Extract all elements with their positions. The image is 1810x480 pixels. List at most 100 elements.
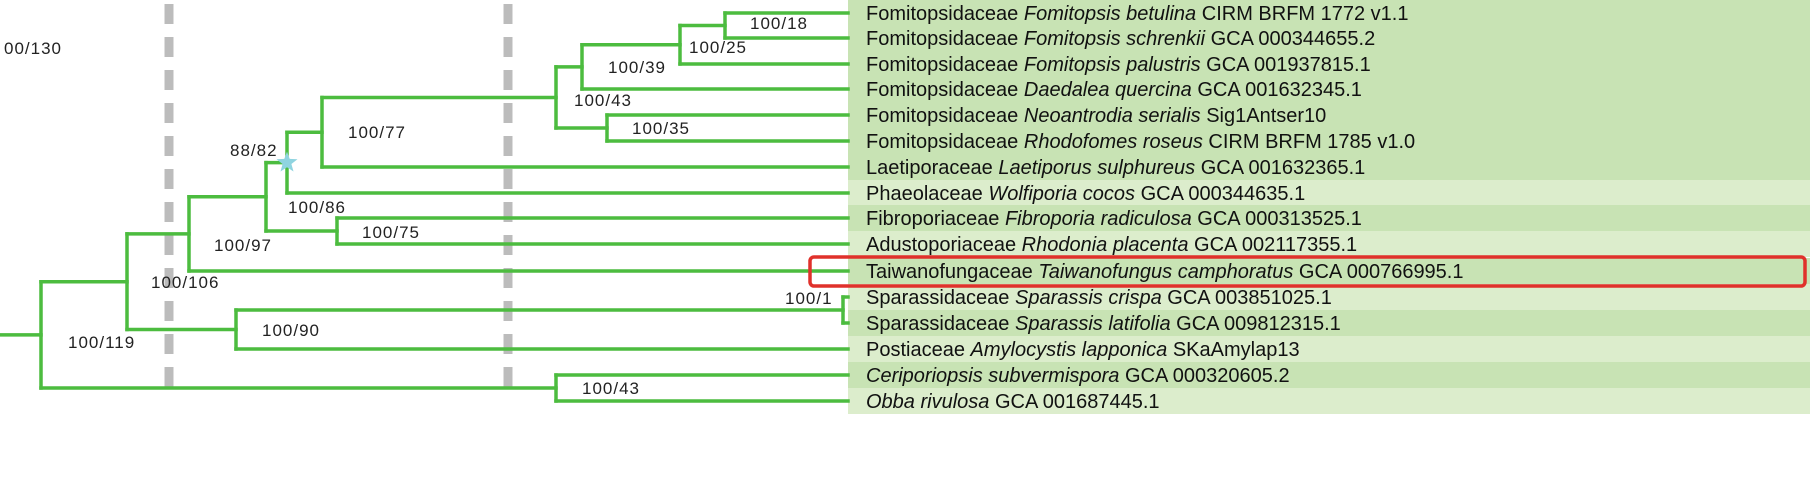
species-name: Ceriporiopsis subvermispora <box>866 365 1119 387</box>
accession-id: GCA 000344655.2 <box>1211 28 1376 50</box>
row-band <box>848 154 1810 180</box>
species-name: Rhodonia placenta <box>1022 234 1189 256</box>
support-value: 88/82 <box>230 141 278 160</box>
support-value: 100/97 <box>214 236 272 255</box>
support-value: 100/75 <box>362 223 420 242</box>
accession-id: GCA 001632365.1 <box>1201 157 1366 179</box>
leaf-label: Fomitopsidaceae Rhodofomes roseus CIRM B… <box>866 131 1415 153</box>
accession-id: GCA 003851025.1 <box>1167 287 1332 309</box>
leaf-label: Fomitopsidaceae Fomitopsis schrenkii GCA… <box>866 28 1375 50</box>
accession-id: CIRM BRFM 1785 v1.0 <box>1208 131 1415 153</box>
leaf-labels: Fomitopsidaceae Fomitopsis betulina CIRM… <box>866 3 1464 413</box>
leaf-label: Fomitopsidaceae Fomitopsis betulina CIRM… <box>866 3 1408 25</box>
family-name: Laetiporaceae <box>866 157 998 179</box>
family-name: Phaeolaceae <box>866 183 988 205</box>
row-band <box>848 231 1810 257</box>
row-band <box>848 102 1810 128</box>
leaf-label: Ceriporiopsis subvermispora GCA 00032060… <box>866 365 1290 387</box>
species-name: Rhodofomes roseus <box>1024 131 1203 153</box>
leaf-label: Taiwanofungaceae Taiwanofungus camphorat… <box>866 261 1464 283</box>
leaf-label: Sparassidaceae Sparassis latifolia GCA 0… <box>866 313 1341 335</box>
species-name: Wolfiporia cocos <box>988 183 1135 205</box>
row-band <box>848 284 1810 310</box>
support-value: 100/18 <box>750 14 808 33</box>
row-band <box>848 362 1810 388</box>
support-value: 100/43 <box>574 91 632 110</box>
species-name: Taiwanofungus camphoratus <box>1038 261 1293 283</box>
species-name: Obba rivulosa <box>866 391 989 413</box>
accession-id: CIRM BRFM 1772 v1.1 <box>1202 3 1409 25</box>
species-name: Sparassis latifolia <box>1015 313 1171 335</box>
support-value: 100/43 <box>582 379 640 398</box>
leaf-label: Phaeolaceae Wolfiporia cocos GCA 0003446… <box>866 183 1305 205</box>
accession-id: GCA 001632345.1 <box>1197 79 1362 101</box>
row-band <box>848 310 1810 336</box>
leaf-label: Sparassidaceae Sparassis crispa GCA 0038… <box>866 287 1332 309</box>
species-name: Fomitopsis palustris <box>1024 54 1201 76</box>
accession-id: GCA 000766995.1 <box>1299 261 1464 283</box>
species-name: Fibroporia radiculosa <box>1005 208 1192 230</box>
row-band <box>848 76 1810 102</box>
guide-lines <box>164 4 513 400</box>
support-value: 100/86 <box>288 198 346 217</box>
support-value: 100/39 <box>608 58 666 77</box>
star-icon <box>276 151 298 172</box>
family-name: Fomitopsidaceae <box>866 3 1024 25</box>
leaf-label: Fomitopsidaceae Daedalea quercina GCA 00… <box>866 79 1362 101</box>
row-band <box>848 180 1810 206</box>
row-band <box>848 388 1810 414</box>
row-band <box>848 25 1810 51</box>
leaf-label: Fibroporiaceae Fibroporia radiculosa GCA… <box>866 208 1362 230</box>
row-band <box>848 258 1810 284</box>
highlight-box <box>808 255 1807 288</box>
support-value: 100/90 <box>262 321 320 340</box>
row-band <box>848 336 1810 362</box>
species-name: Daedalea quercina <box>1024 79 1192 101</box>
species-name: Sparassis crispa <box>1015 287 1162 309</box>
family-name: Adustoporiaceae <box>866 234 1022 256</box>
family-name: Fomitopsidaceae <box>866 28 1024 50</box>
support-value: 100/35 <box>632 119 690 138</box>
support-values: 00/130100/18100/25100/39100/43100/35100/… <box>4 14 833 398</box>
accession-id: GCA 000320605.2 <box>1125 365 1290 387</box>
leaf-label: Postiaceae Amylocystis lapponica SKaAmyl… <box>866 339 1300 361</box>
support-value: 100/1 <box>785 289 833 308</box>
family-name: Sparassidaceae <box>866 287 1015 309</box>
support-value: 100/119 <box>68 333 135 352</box>
species-name: Amylocystis lapponica <box>970 339 1168 361</box>
accession-id: GCA 001937815.1 <box>1206 54 1371 76</box>
family-name: Fibroporiaceae <box>866 208 1005 230</box>
accession-id: GCA 001687445.1 <box>995 391 1160 413</box>
leaf-label: Obba rivulosa GCA 001687445.1 <box>866 391 1160 413</box>
species-name: Fomitopsis schrenkii <box>1024 28 1206 50</box>
support-value: 100/25 <box>689 38 747 57</box>
accession-id: GCA 000344635.1 <box>1141 183 1306 205</box>
accession-id: SKaAmylap13 <box>1173 339 1300 361</box>
support-value: 100/106 <box>151 273 219 292</box>
accession-id: Sig1Antser10 <box>1206 105 1326 127</box>
tree-branches <box>0 11 850 403</box>
family-name: Fomitopsidaceae <box>866 131 1024 153</box>
support-value: 100/77 <box>348 123 406 142</box>
species-name: Fomitopsis betulina <box>1024 3 1196 25</box>
accession-id: GCA 002117355.1 <box>1194 234 1357 256</box>
row-band <box>848 128 1810 154</box>
family-name: Fomitopsidaceae <box>866 79 1024 101</box>
family-name: Fomitopsidaceae <box>866 105 1024 127</box>
species-name: Neoantrodia serialis <box>1024 105 1201 127</box>
leaf-label: Fomitopsidaceae Neoantrodia serialis Sig… <box>866 105 1326 127</box>
leaf-label: Fomitopsidaceae Fomitopsis palustris GCA… <box>866 54 1371 76</box>
row-band <box>848 0 1810 26</box>
row-band <box>848 205 1810 231</box>
leaf-label: Adustoporiaceae Rhodonia placenta GCA 00… <box>866 234 1357 256</box>
leaf-label: Laetiporaceae Laetiporus sulphureus GCA … <box>866 157 1365 179</box>
family-name: Taiwanofungaceae <box>866 261 1038 283</box>
family-name: Fomitopsidaceae <box>866 54 1024 76</box>
row-band <box>848 51 1810 77</box>
accession-id: GCA 000313525.1 <box>1197 208 1362 230</box>
family-name: Sparassidaceae <box>866 313 1015 335</box>
support-value: 00/130 <box>4 39 62 58</box>
node-marks <box>276 151 1807 288</box>
accession-id: GCA 009812315.1 <box>1176 313 1341 335</box>
